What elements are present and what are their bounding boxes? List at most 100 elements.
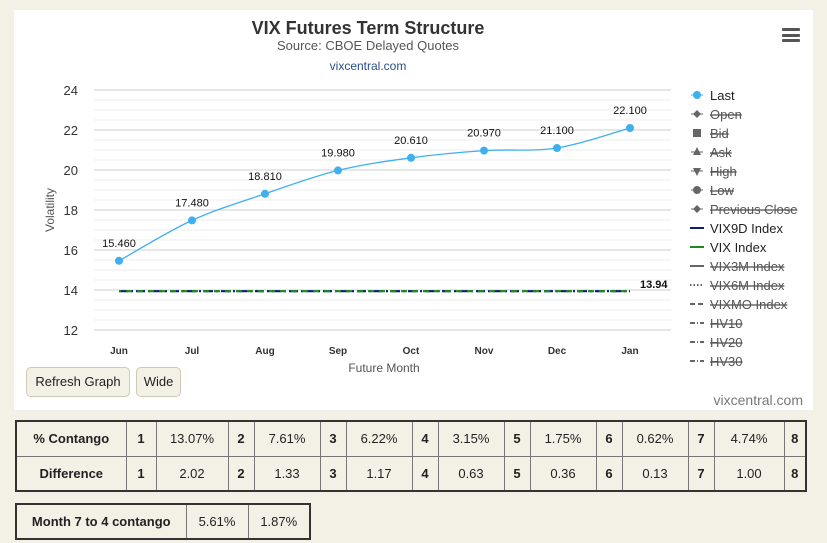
month-index-cell: 3 bbox=[319, 455, 347, 492]
table-row: % Contango 1 13.07% 2 7.61% 3 6.22% 4 3.15% 5 1.75… bbox=[15, 420, 807, 457]
value-cell: 0.62% bbox=[621, 420, 689, 457]
legend-symbol bbox=[693, 168, 701, 176]
contango-table: % Contango 1 13.07% 2 7.61% 3 6.22% 4 3.15% 5 1.75… bbox=[15, 420, 807, 492]
legend-item-ask[interactable]: Ask bbox=[691, 145, 732, 160]
legend-item-vix9d-index[interactable]: VIX9D Index bbox=[690, 221, 783, 236]
month-index-cell: 8 bbox=[783, 420, 807, 457]
chart-title: VIX Futures Term Structure bbox=[252, 18, 485, 38]
data-label: 20.970 bbox=[467, 128, 501, 140]
y-axis-label: Volatility bbox=[43, 188, 57, 232]
data-point bbox=[480, 146, 488, 155]
x-tick-label: Sep bbox=[329, 346, 347, 357]
value-cell: 0.13 bbox=[621, 455, 689, 492]
legend-symbol bbox=[693, 186, 701, 194]
month-index-cell: 2 bbox=[227, 420, 255, 457]
legend-item-vixmo-index[interactable]: VIXMO Index bbox=[690, 297, 788, 312]
value-cell: 1.33 bbox=[253, 455, 321, 492]
wide-button[interactable]: Wide bbox=[136, 367, 181, 397]
legend-item-previous-close[interactable]: Previous Close bbox=[691, 202, 797, 217]
legend-item-vix6m-index[interactable]: VIX6M Index bbox=[690, 278, 785, 293]
chart-panel: 12 14 16 18 20 22 24 Jun Jul Aug Sep Oct Nov Dec Jan 1… bbox=[14, 10, 813, 410]
month-index-cell: 7 bbox=[687, 420, 715, 457]
month-index-cell: 2 bbox=[227, 455, 255, 492]
legend-item-hv20[interactable]: HV20 bbox=[690, 335, 743, 350]
value-cell: 6.22% bbox=[345, 420, 413, 457]
y-tick-label: 20 bbox=[64, 163, 78, 178]
y-tick-label: 18 bbox=[64, 203, 78, 218]
data-label: 19.980 bbox=[321, 147, 355, 159]
value-cell: 2.02 bbox=[155, 455, 229, 492]
month-index-cell: 1 bbox=[125, 420, 157, 457]
legend-item-hv30[interactable]: HV30 bbox=[690, 354, 743, 369]
chart-menu-icon[interactable] bbox=[782, 28, 800, 42]
legend-item-low[interactable]: Low bbox=[691, 183, 734, 198]
legend-label: Open bbox=[710, 107, 742, 122]
x-tick-label: Jul bbox=[185, 346, 200, 357]
month-index-cell: 5 bbox=[503, 455, 531, 492]
row-label: % Contango bbox=[15, 420, 127, 457]
month-index-cell: 7 bbox=[687, 455, 715, 492]
chart-source-link[interactable]: vixcentral.com bbox=[330, 59, 407, 73]
legend-label: VIXMO Index bbox=[710, 297, 788, 312]
y-tick-label: 22 bbox=[64, 123, 78, 138]
y-tick-label: 16 bbox=[64, 243, 78, 258]
legend-item-high[interactable]: High bbox=[691, 164, 737, 179]
term-structure-chart: 12 14 16 18 20 22 24 Jun Jul Aug Sep Oct Nov Dec Jan 1… bbox=[43, 18, 797, 375]
watermark: vixcentral.com bbox=[713, 392, 803, 408]
legend-symbol bbox=[693, 91, 701, 99]
legend: Last Open Bid Ask High Low Previous Close VIX9D… bbox=[690, 88, 797, 369]
month-index-cell: 6 bbox=[595, 420, 623, 457]
legend-item-bid[interactable]: Bid bbox=[693, 126, 729, 141]
data-label: 15.460 bbox=[102, 238, 136, 250]
data-label: 18.810 bbox=[248, 171, 282, 183]
legend-label: High bbox=[710, 164, 737, 179]
x-tick-label: Aug bbox=[255, 346, 274, 357]
month-index-cell: 4 bbox=[411, 455, 439, 492]
month-index-cell: 5 bbox=[503, 420, 531, 457]
x-tick-label: Dec bbox=[548, 346, 567, 357]
month-7-to-4-table: Month 7 to 4 contango 5.61% 1.87% bbox=[15, 503, 311, 540]
data-point bbox=[553, 144, 561, 152]
grid-lines bbox=[94, 89, 671, 331]
data-label: 21.100 bbox=[540, 125, 574, 137]
legend-symbol bbox=[693, 147, 701, 155]
legend-item-last[interactable]: Last bbox=[691, 88, 735, 103]
month-index-cell: 1 bbox=[125, 455, 157, 492]
x-axis-label: Future Month bbox=[348, 361, 419, 375]
value-cell: 1.00 bbox=[713, 455, 785, 492]
legend-label: VIX Index bbox=[710, 240, 767, 255]
table-row: Difference 1 2.02 2 1.33 3 1.17 4 0.63 5 0.36 6 0.13… bbox=[15, 455, 807, 492]
month-7-to-4-value: 1.87% bbox=[247, 503, 311, 540]
x-tick-label: Jan bbox=[621, 346, 638, 357]
legend-symbol bbox=[693, 129, 701, 137]
x-tick-label: Jun bbox=[110, 346, 128, 357]
data-point bbox=[626, 124, 634, 132]
month-index-cell: 3 bbox=[319, 420, 347, 457]
value-cell: 0.36 bbox=[529, 455, 597, 492]
y-tick-label: 24 bbox=[64, 83, 78, 98]
series: 13.94 15.460 17.480 18.810 19.980 20.610 20.97… bbox=[102, 105, 668, 293]
refresh-graph-button[interactable]: Refresh Graph bbox=[26, 367, 130, 397]
value-cell: 4.74% bbox=[713, 420, 785, 457]
month-7-to-4-label: Month 7 to 4 contango bbox=[15, 503, 187, 540]
legend-item-hv10[interactable]: HV10 bbox=[690, 316, 743, 331]
legend-item-open[interactable]: Open bbox=[691, 107, 742, 122]
month-7-to-4-value: 5.61% bbox=[185, 503, 249, 540]
data-point bbox=[334, 166, 342, 175]
legend-label: Previous Close bbox=[710, 202, 797, 217]
data-point bbox=[261, 189, 269, 198]
data-label: 17.480 bbox=[175, 197, 209, 209]
legend-symbol bbox=[693, 110, 701, 118]
legend-item-vix3m-index[interactable]: VIX3M Index bbox=[690, 259, 785, 274]
value-cell: 3.15% bbox=[437, 420, 505, 457]
legend-item-vix-index[interactable]: VIX Index bbox=[690, 240, 767, 255]
legend-label: Last bbox=[710, 88, 735, 103]
legend-label: VIX3M Index bbox=[710, 259, 785, 274]
x-tick-label: Oct bbox=[403, 346, 420, 357]
legend-label: VIX6M Index bbox=[710, 278, 785, 293]
legend-label: Low bbox=[710, 183, 734, 198]
data-label: 22.100 bbox=[613, 105, 647, 117]
month-index-cell: 8 bbox=[783, 455, 807, 492]
legend-label: Ask bbox=[710, 145, 732, 160]
data-point bbox=[188, 216, 196, 225]
